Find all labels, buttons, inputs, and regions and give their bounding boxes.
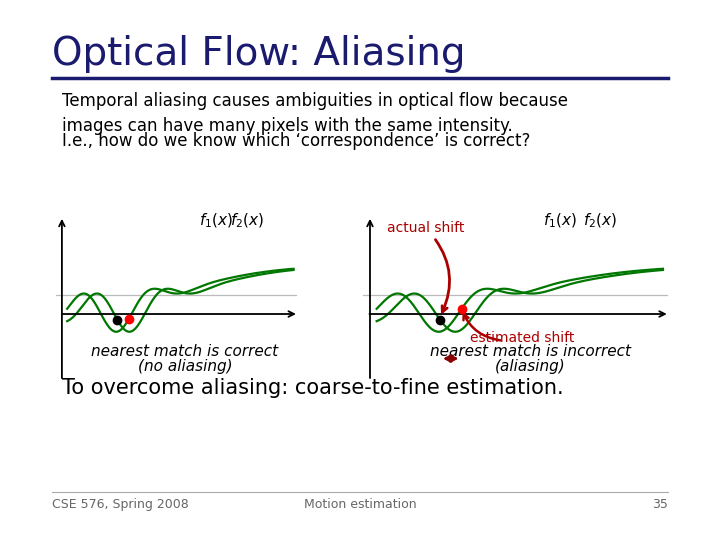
- Text: CSE 576, Spring 2008: CSE 576, Spring 2008: [52, 498, 189, 511]
- Text: nearest match is incorrect: nearest match is incorrect: [430, 344, 631, 359]
- Text: estimated shift: estimated shift: [470, 331, 575, 345]
- Text: 35: 35: [652, 498, 668, 511]
- Text: nearest match is correct: nearest match is correct: [91, 344, 279, 359]
- Text: (no aliasing): (no aliasing): [138, 359, 233, 374]
- Text: $f_2(x)$: $f_2(x)$: [230, 211, 264, 230]
- Text: Motion estimation: Motion estimation: [304, 498, 416, 511]
- Text: $f_2(x)$: $f_2(x)$: [583, 211, 617, 230]
- Text: I.e., how do we know which ‘correspondence’ is correct?: I.e., how do we know which ‘corresponden…: [62, 132, 531, 150]
- Text: $f_1(x)$: $f_1(x)$: [543, 211, 577, 230]
- Text: Temporal aliasing causes ambiguities in optical flow because
images can have man: Temporal aliasing causes ambiguities in …: [62, 92, 568, 135]
- Text: (aliasing): (aliasing): [495, 359, 565, 374]
- Text: actual shift: actual shift: [387, 221, 464, 312]
- Text: $f_1(x)$: $f_1(x)$: [199, 211, 233, 230]
- Text: Optical Flow: Aliasing: Optical Flow: Aliasing: [52, 35, 466, 73]
- Text: To overcome aliasing: coarse-to-fine estimation.: To overcome aliasing: coarse-to-fine est…: [62, 378, 564, 398]
